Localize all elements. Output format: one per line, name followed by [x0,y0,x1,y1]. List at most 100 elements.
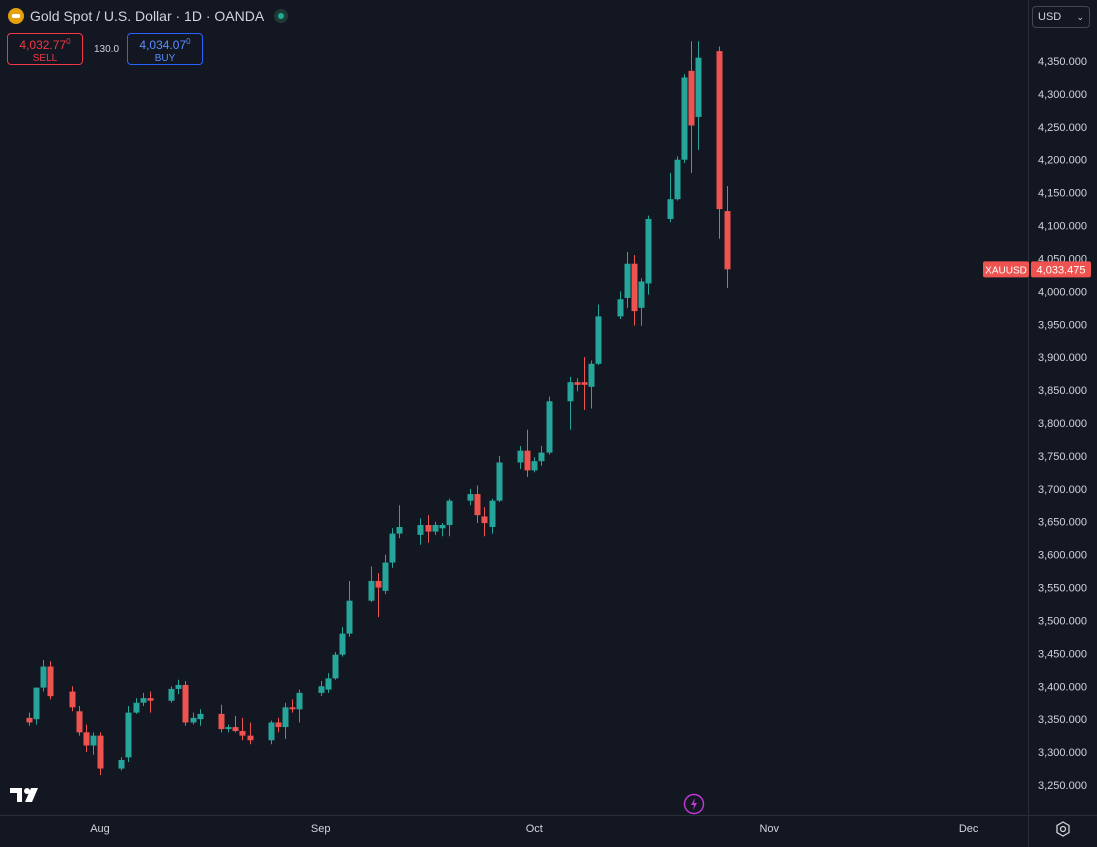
time-tick-label: Nov [759,823,779,835]
sell-button[interactable]: 4,032.770 SELL [7,33,83,65]
price-tick-label: 3,300.000 [1038,747,1087,759]
candle [667,172,674,223]
candles-layer [26,41,731,776]
candle [175,679,182,695]
candle [339,627,346,657]
candle [467,488,474,506]
candle-body [667,199,674,219]
candle [695,41,702,150]
price-tick-label: 3,950.000 [1038,319,1087,331]
candle-body [538,452,545,462]
candle-body [617,299,624,317]
candle-body [47,666,54,697]
candle [325,673,332,693]
currency-select[interactable]: USD ⌄ [1032,6,1090,28]
candle [90,732,97,755]
market-open-icon [274,9,289,23]
candle-body [76,711,83,733]
price-tick-label: 3,900.000 [1038,352,1087,364]
candle-body [567,382,574,402]
price-tick-label: 3,750.000 [1038,451,1087,463]
candle-body [346,600,353,634]
time-tick-label: Oct [526,823,543,835]
candle-body [474,494,481,516]
candle-body [218,713,225,730]
gold-bar-icon [8,8,24,24]
candle [496,455,503,502]
price-tick-label: 3,250.000 [1038,780,1087,792]
price-tick-label: 4,100.000 [1038,221,1087,233]
spread-value: 130.0 [94,44,120,55]
candle [474,485,481,524]
price-tick-label: 3,650.000 [1038,517,1087,529]
candle [674,156,681,201]
candle [40,659,47,692]
lightning-icon[interactable] [683,793,705,820]
candle [76,706,83,736]
candle-body [517,450,524,463]
candle-body [681,77,688,160]
candle-body [282,707,289,728]
symbol-header[interactable]: Gold Spot / U.S. Dollar · 1D · OANDA [8,8,289,24]
price-tick-label: 4,200.000 [1038,155,1087,167]
candle [190,712,197,725]
price-tick-label: 4,150.000 [1038,188,1087,200]
candle-body [83,732,90,746]
sell-label: SELL [32,53,58,64]
candle-body [581,382,588,385]
symbol-label-bg [983,261,1029,278]
candle-body [97,735,104,769]
candle-body [432,525,439,532]
buy-label: BUY [154,53,176,64]
candle [218,704,225,733]
candle [581,357,588,410]
candle-body [531,461,538,471]
candle [638,278,645,326]
candle-body [33,687,40,720]
candle [47,661,54,700]
candle-body [26,717,33,723]
candle-body [247,735,254,741]
price-axis: 3,250.000 3,300.000 3,350.000 3,400.000 3,45… [1038,56,1087,792]
candle [524,429,531,477]
candle [432,521,439,535]
price-tick-label: 3,500.000 [1038,615,1087,627]
candle-body [125,712,132,758]
candle-body [375,580,382,588]
candle-body [546,401,553,453]
candle [546,396,553,455]
candle [275,717,282,733]
tradingview-logo-icon[interactable] [10,786,42,809]
candle [26,712,33,726]
candle-body [69,691,76,708]
candle [595,304,602,366]
candle [197,709,204,726]
settings-icon[interactable] [1054,820,1072,843]
candle [617,291,624,320]
candle [69,686,76,712]
buy-button[interactable]: 4,034.070 BUY [127,33,203,65]
candle-body [645,218,652,284]
candle-body [481,516,488,524]
candle [247,722,254,745]
symbol-label: XAUUSD [985,265,1027,276]
candle [517,446,524,470]
candle [389,528,396,568]
candle-body [318,686,325,693]
candle-body [275,722,282,728]
candle-body [588,363,595,387]
candle [688,41,695,173]
price-tick-label: 4,300.000 [1038,89,1087,101]
candle [147,691,154,713]
price-tick-label: 4,250.000 [1038,122,1087,134]
candle-body [339,633,346,655]
candle [382,554,389,595]
candle-body [332,654,339,679]
candle [574,378,581,392]
candle-body [190,717,197,723]
price-tick-label: 3,850.000 [1038,385,1087,397]
time-tick-label: Dec [959,823,979,835]
sell-price: 4,032.770 [19,37,71,52]
price-tick-label: 3,450.000 [1038,648,1087,660]
